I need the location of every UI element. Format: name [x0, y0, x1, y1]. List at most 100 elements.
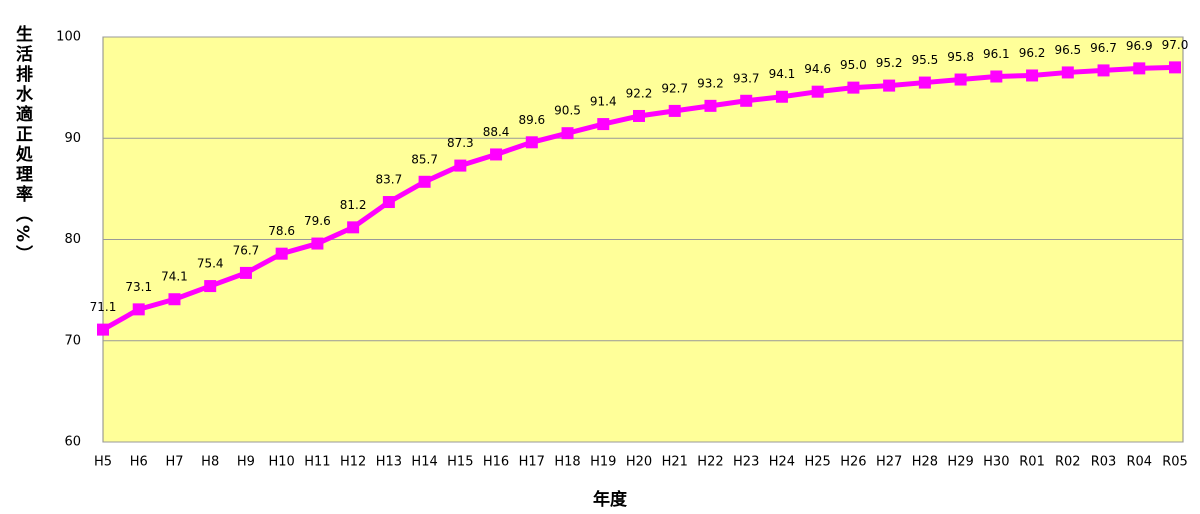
- x-tick-label: H22: [697, 455, 723, 470]
- marker: [811, 85, 824, 98]
- data-label: 93.7: [733, 71, 760, 85]
- data-label: 76.7: [233, 243, 260, 257]
- marker: [918, 76, 931, 89]
- x-tick-label: H21: [662, 455, 688, 470]
- data-label: 96.5: [1054, 43, 1081, 57]
- data-label: 96.2: [1019, 46, 1046, 60]
- marker: [490, 148, 503, 161]
- data-label: 96.9: [1126, 39, 1153, 53]
- data-label: 90.5: [554, 104, 581, 118]
- x-tick-label: H16: [483, 455, 509, 470]
- marker: [311, 237, 324, 250]
- x-tick-label: H25: [805, 455, 831, 470]
- data-label: 94.6: [804, 62, 831, 76]
- y-tick-label: 100: [56, 30, 81, 45]
- marker: [1133, 62, 1146, 75]
- data-label: 89.6: [518, 113, 545, 127]
- x-axis-label: 年度: [593, 489, 628, 510]
- data-label: 91.4: [590, 95, 617, 109]
- marker: [1097, 64, 1110, 77]
- marker: [633, 109, 645, 122]
- x-tick-label: H17: [519, 455, 545, 470]
- x-tick-label: H7: [165, 455, 183, 470]
- marker: [597, 118, 610, 131]
- x-tick-label: R01: [1019, 455, 1045, 470]
- data-label: 96.7: [1090, 41, 1117, 55]
- data-label: 88.4: [483, 125, 510, 139]
- marker: [418, 175, 431, 188]
- marker: [1061, 66, 1074, 79]
- data-label: 97.0: [1162, 38, 1189, 52]
- marker: [454, 159, 467, 172]
- marker: [775, 90, 788, 103]
- marker: [275, 247, 288, 260]
- marker: [97, 323, 109, 336]
- marker: [954, 73, 967, 86]
- data-label: 74.1: [161, 270, 188, 284]
- x-tick-label: H9: [237, 455, 255, 470]
- data-label: 95.0: [840, 58, 867, 72]
- data-label: 81.2: [340, 198, 367, 212]
- y-axis-label: 生活排水適正処理率（%）: [12, 24, 34, 265]
- data-label: 85.7: [411, 152, 438, 166]
- marker: [883, 79, 896, 92]
- data-label: 92.7: [661, 81, 688, 95]
- data-label: 79.6: [304, 214, 331, 228]
- x-tick-label: R04: [1126, 455, 1152, 470]
- x-tick-label: R03: [1091, 455, 1117, 470]
- x-tick-label: H27: [876, 455, 902, 470]
- data-label: 73.1: [125, 280, 152, 294]
- x-tick-label: H6: [130, 455, 148, 470]
- x-tick-label: H24: [769, 455, 795, 470]
- x-tick-label: H14: [411, 455, 437, 470]
- data-label: 83.7: [376, 173, 403, 187]
- data-label: 71.1: [90, 300, 117, 314]
- data-label: 78.6: [268, 224, 295, 238]
- x-tick-label: H10: [269, 455, 295, 470]
- marker: [168, 293, 181, 306]
- x-tick-label: R05: [1162, 455, 1188, 470]
- marker: [132, 303, 145, 316]
- data-label: 93.2: [697, 76, 724, 90]
- x-tick-label: H26: [840, 455, 866, 470]
- data-label: 95.5: [912, 53, 939, 67]
- marker: [1026, 69, 1039, 82]
- marker: [382, 196, 395, 209]
- x-tick-label: H13: [376, 455, 402, 470]
- y-tick-label: 70: [64, 333, 81, 348]
- marker: [990, 70, 1003, 83]
- y-tick-label: 80: [64, 232, 81, 247]
- marker: [347, 221, 360, 234]
- data-label: 92.2: [626, 86, 653, 100]
- x-tick-label: H15: [447, 455, 473, 470]
- data-label: 96.1: [983, 47, 1010, 61]
- y-tick-label: 60: [64, 435, 81, 450]
- x-tick-label: R02: [1055, 455, 1081, 470]
- marker: [847, 81, 860, 94]
- data-label: 95.2: [876, 56, 903, 70]
- data-label: 75.4: [197, 257, 224, 271]
- x-tick-label: H20: [626, 455, 652, 470]
- marker: [561, 127, 574, 140]
- x-tick-label: H11: [304, 455, 330, 470]
- marker: [704, 99, 717, 112]
- data-label: 94.1: [769, 67, 796, 81]
- x-tick-label: H5: [94, 455, 112, 470]
- data-label: 87.3: [447, 136, 474, 150]
- x-tick-label: H23: [733, 455, 759, 470]
- data-label: 95.8: [947, 50, 974, 64]
- marker: [525, 136, 538, 149]
- marker: [668, 104, 681, 117]
- marker: [1169, 61, 1181, 74]
- x-tick-label: H8: [201, 455, 219, 470]
- x-tick-label: H18: [554, 455, 580, 470]
- x-tick-label: H29: [947, 455, 973, 470]
- y-tick-label: 90: [64, 131, 81, 146]
- marker: [204, 280, 217, 293]
- marker: [239, 266, 252, 279]
- x-tick-label: H28: [912, 455, 938, 470]
- x-tick-label: H30: [983, 455, 1009, 470]
- x-tick-label: H19: [590, 455, 616, 470]
